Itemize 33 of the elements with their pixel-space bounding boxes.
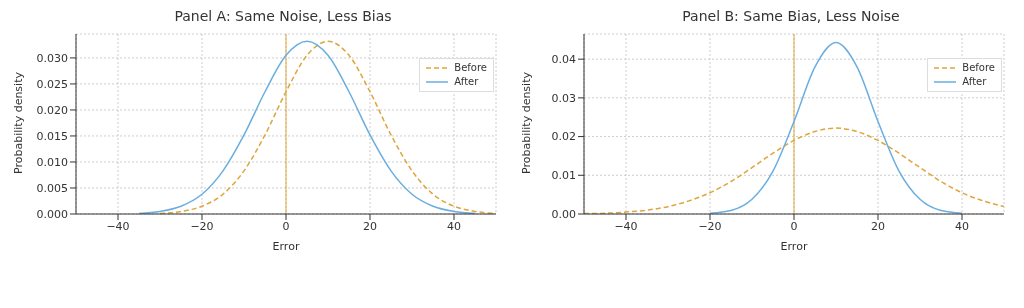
- y-axis-title: Probability density: [11, 71, 25, 174]
- y-tick-label: 0.025: [36, 77, 68, 91]
- x-tick-label: 0: [282, 219, 290, 233]
- x-tick-label: −40: [614, 219, 638, 233]
- legend-label: Before: [962, 61, 995, 75]
- y-tick-label: 0.000: [36, 207, 68, 221]
- y-axis-title: Probability density: [519, 71, 533, 174]
- legend-label: After: [962, 75, 987, 89]
- y-tick-label: 0.02: [551, 130, 576, 144]
- legend-label: After: [454, 75, 479, 89]
- x-tick-label: 40: [955, 219, 969, 233]
- y-tick-label: 0.010: [36, 155, 68, 169]
- y-tick-label: 0.04: [551, 53, 576, 67]
- y-tick-label: 0.015: [36, 129, 68, 143]
- y-tick-label: 0.01: [551, 169, 576, 183]
- chart-title: Panel B: Same Bias, Less Noise: [681, 8, 901, 26]
- y-tick-label: 0.005: [36, 181, 68, 195]
- x-tick-label: −40: [106, 219, 130, 233]
- chart-title: Panel A: Same Noise, Less Bias: [173, 8, 393, 26]
- x-tick-label: 40: [447, 219, 461, 233]
- y-tick-label: 0.00: [551, 207, 576, 221]
- x-axis-title: Error: [272, 240, 300, 253]
- x-tick-label: 20: [871, 219, 885, 233]
- x-tick-label: −20: [698, 219, 722, 233]
- x-tick-label: 20: [363, 219, 377, 233]
- x-tick-label: −20: [190, 219, 214, 233]
- x-axis-title: Error: [780, 240, 808, 253]
- line-series: [709, 41, 963, 214]
- y-tick-label: 0.020: [36, 103, 68, 117]
- legend-label: Before: [454, 61, 487, 75]
- y-tick-label: 0.03: [551, 91, 576, 105]
- y-tick-label: 0.030: [36, 51, 68, 65]
- x-tick-label: 0: [790, 219, 798, 233]
